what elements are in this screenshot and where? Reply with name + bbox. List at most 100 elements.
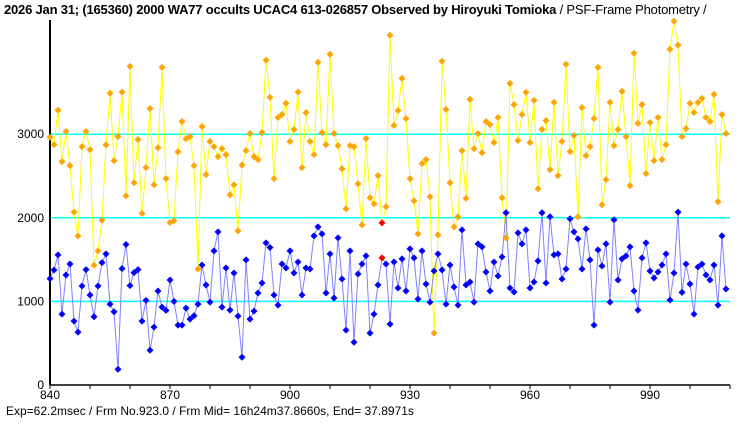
data-point-comparison [558, 138, 566, 146]
data-point-target [358, 260, 366, 268]
data-point-target [54, 251, 62, 259]
y-tick-label: 1000 [17, 294, 44, 308]
data-point-target [546, 213, 554, 221]
data-point-target [590, 321, 598, 329]
data-point-target [646, 267, 654, 275]
data-point-comparison [86, 146, 94, 154]
data-point-target [166, 276, 174, 284]
series-line-comparison [49, 21, 727, 334]
data-point-comparison [606, 98, 614, 106]
data-point-target [162, 306, 170, 314]
highlight-point-comparison [378, 219, 386, 227]
data-point-comparison [98, 216, 106, 224]
data-point-target [366, 329, 374, 337]
data-point-comparison [714, 198, 722, 206]
data-point-comparison [358, 221, 366, 229]
data-point-comparison [154, 144, 162, 152]
data-point-comparison [462, 194, 470, 202]
data-point-target [506, 284, 514, 292]
data-point-comparison [162, 175, 170, 183]
data-point-target [626, 243, 634, 251]
data-point-comparison [286, 138, 294, 146]
data-point-target [234, 312, 242, 320]
data-point-comparison [682, 125, 690, 133]
data-point-target [394, 284, 402, 292]
data-point-comparison [638, 100, 646, 108]
data-point-target [534, 257, 542, 265]
data-point-comparison [394, 106, 402, 114]
data-point-target [334, 234, 342, 242]
y-tick-label: 2000 [17, 211, 44, 225]
data-point-target [294, 258, 302, 266]
data-point-target [338, 275, 346, 283]
data-point-target [86, 291, 94, 299]
chart-title-main: 2026 Jan 31; (165360) 2000 WA77 occults … [4, 2, 557, 17]
data-point-comparison [70, 208, 78, 216]
data-point-target [274, 301, 282, 309]
data-point-target [454, 301, 462, 309]
data-point-target [66, 260, 74, 268]
data-point-target [494, 272, 502, 280]
data-point-target [458, 226, 466, 234]
data-point-comparison [602, 176, 610, 184]
data-point-target [74, 328, 82, 336]
data-point-comparison [646, 118, 654, 126]
data-point-comparison [134, 136, 142, 144]
data-point-comparison [190, 162, 198, 170]
data-point-comparison [242, 147, 250, 155]
data-point-target [314, 223, 322, 231]
data-point-comparison [366, 194, 374, 202]
data-point-comparison [362, 135, 370, 143]
data-point-comparison [90, 261, 98, 269]
data-point-target [98, 259, 106, 267]
data-point-target [558, 275, 566, 283]
data-point-target [666, 296, 674, 304]
data-point-comparison [62, 128, 70, 136]
data-point-comparison [710, 90, 718, 98]
data-point-comparison [506, 79, 514, 87]
data-point-target [106, 300, 114, 308]
data-point-comparison [422, 156, 430, 164]
data-point-comparison [210, 143, 218, 151]
data-point-target [714, 301, 722, 309]
data-point-comparison [482, 117, 490, 125]
data-point-comparison [338, 165, 346, 173]
series-line-target [49, 212, 727, 370]
data-point-comparison [626, 182, 634, 190]
data-point-target [682, 260, 690, 268]
data-point-target [614, 276, 622, 284]
x-tick-label: 990 [640, 388, 660, 402]
data-point-target [554, 250, 562, 258]
data-point-comparison [270, 175, 278, 183]
data-point-target [634, 306, 642, 314]
data-point-comparison [50, 141, 58, 149]
data-point-target [398, 255, 406, 263]
data-point-target [490, 258, 498, 266]
data-point-target [594, 246, 602, 254]
data-point-comparison [658, 156, 666, 164]
data-point-target [518, 240, 526, 248]
data-point-comparison [266, 93, 274, 101]
data-point-target [138, 317, 146, 325]
data-point-comparison [554, 172, 562, 180]
data-point-target [486, 287, 494, 295]
data-point-comparison [322, 141, 330, 149]
highlight-point-target [378, 254, 386, 262]
data-point-target [210, 247, 218, 255]
data-point-comparison [406, 175, 414, 183]
data-point-target [466, 278, 474, 286]
data-point-comparison [442, 105, 450, 113]
data-point-comparison [474, 130, 482, 138]
data-point-comparison [382, 203, 390, 211]
data-point-target [230, 269, 238, 277]
data-point-target [346, 247, 354, 255]
data-point-target [278, 260, 286, 268]
data-point-comparison [530, 96, 538, 104]
y-tick-label: 3000 [17, 127, 44, 141]
data-point-comparison [390, 122, 398, 130]
data-point-comparison [642, 170, 650, 178]
data-point-target [662, 250, 670, 258]
data-point-comparison [302, 108, 310, 116]
data-point-target [470, 298, 478, 306]
data-point-target [246, 315, 254, 323]
